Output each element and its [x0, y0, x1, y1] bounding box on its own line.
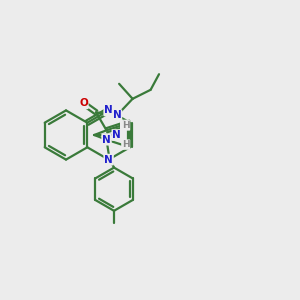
Text: N: N — [102, 135, 111, 145]
Text: O: O — [79, 98, 88, 108]
Text: N: N — [104, 105, 113, 116]
Text: N: N — [112, 110, 122, 120]
Text: H: H — [122, 140, 130, 149]
Text: N: N — [104, 154, 113, 165]
Text: H: H — [121, 120, 128, 129]
Text: N: N — [112, 130, 121, 140]
Text: H: H — [122, 121, 130, 130]
